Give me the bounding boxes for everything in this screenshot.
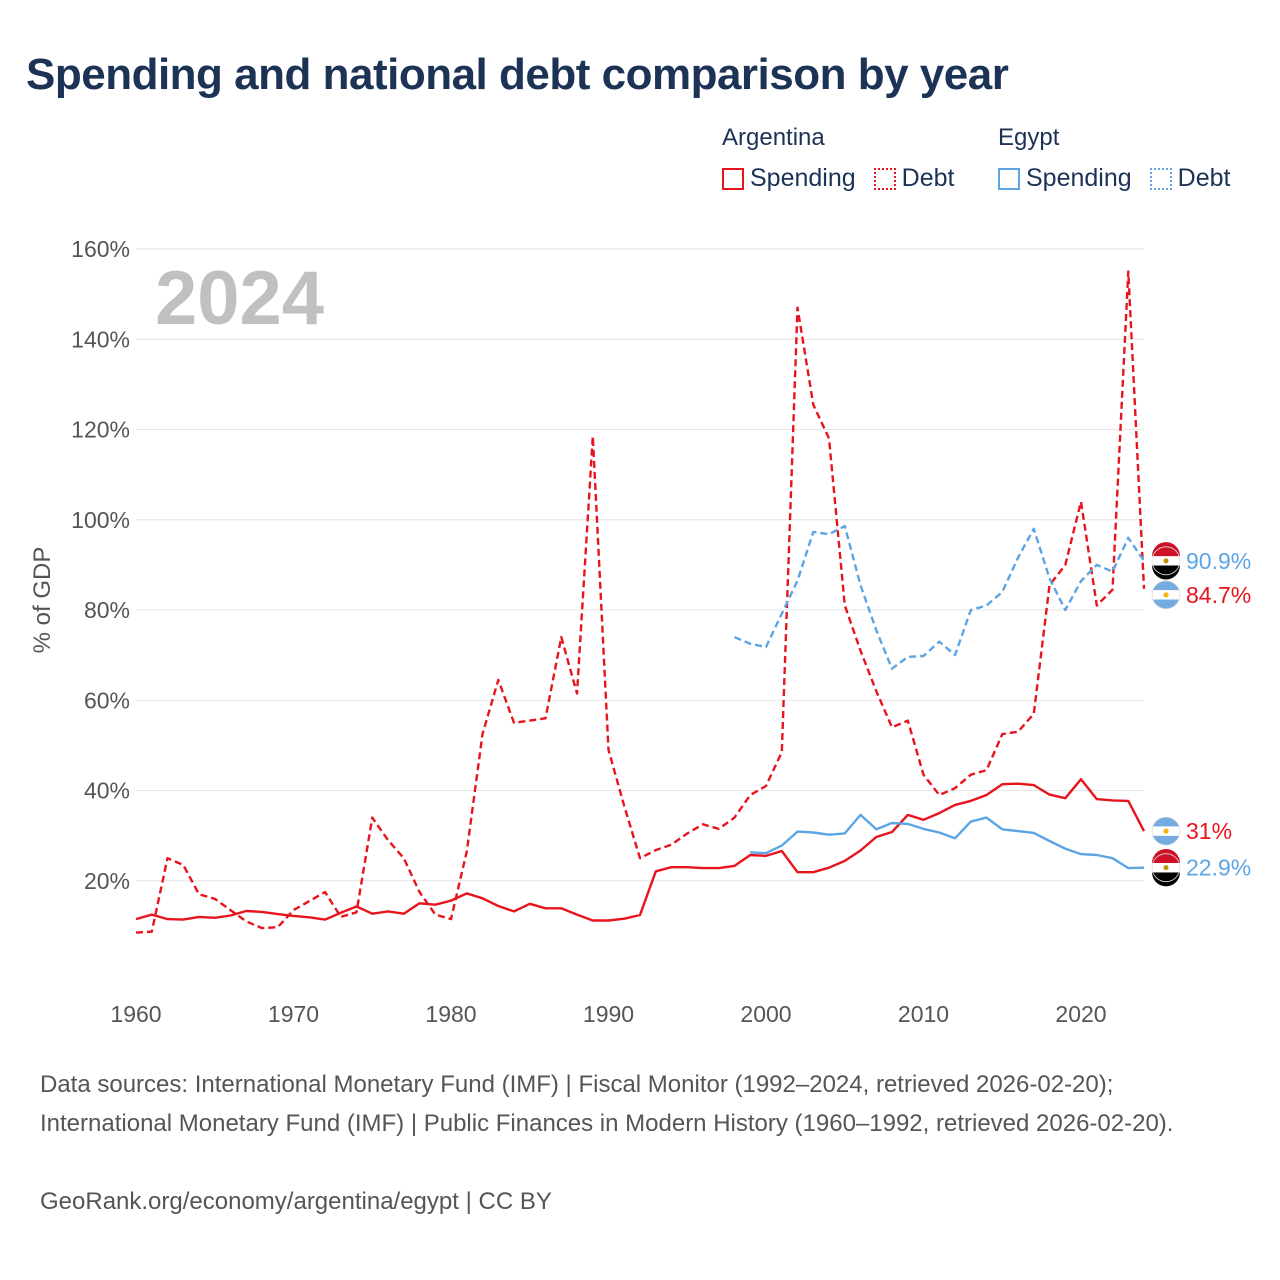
series-line-egypt-spending[interactable]	[750, 813, 1145, 870]
credit-link[interactable]: GeoRank.org/economy/argentina/egypt | CC…	[40, 1188, 552, 1215]
series-line-argentina-debt[interactable]	[135, 270, 1146, 934]
argentina-flag-icon	[1151, 816, 1181, 846]
y-axis-label: % of GDP	[29, 547, 56, 654]
argentina-flag-icon	[1151, 580, 1181, 610]
year-watermark: 2024	[155, 256, 324, 341]
legend-argentina-debt-label: Debt	[901, 164, 955, 192]
egypt-spending-swatch	[998, 167, 1020, 190]
legend-egypt: Egypt Spending Debt	[998, 124, 1230, 193]
argentina-spending-swatch	[722, 167, 744, 190]
line-chart: 20% 40% 60% 80% 100% 120% 140% 160% 1960 1970 1980…	[29, 236, 1251, 1027]
y-tick-label: 60%	[84, 687, 130, 713]
series-line-argentina-spending[interactable]	[135, 778, 1146, 922]
legend-argentina-debt[interactable]: Debt	[873, 164, 955, 193]
end-value-label: 84.7%	[1186, 582, 1251, 608]
y-tick-label: 40%	[84, 778, 130, 804]
x-tick-label: 1960	[110, 1001, 161, 1027]
x-tick-label: 1970	[268, 1001, 319, 1027]
data-sources: Data sources: International Monetary Fun…	[40, 1071, 1174, 1137]
legend-egypt-debt[interactable]: Debt	[1149, 164, 1231, 193]
legend-argentina-spending[interactable]: Spending	[722, 164, 856, 193]
end-value-label: 31%	[1186, 818, 1232, 844]
legend-egypt-spending[interactable]: Spending	[998, 164, 1132, 193]
legend-egypt-spending-label: Spending	[1026, 164, 1132, 192]
axis-layer: 20% 40% 60% 80% 100% 120% 140% 160% 1960 1970 1980…	[71, 236, 1106, 1027]
argentina-debt-swatch	[873, 167, 896, 190]
y-tick-label: 140%	[71, 326, 130, 352]
series-line-egypt-debt[interactable]	[734, 524, 1145, 670]
y-tick-label: 160%	[71, 236, 130, 262]
end-value-label: 90.9%	[1186, 548, 1251, 574]
legend-egypt-title: Egypt	[998, 124, 1060, 151]
x-tick-label: 1980	[425, 1001, 476, 1027]
egypt-flag-icon	[1151, 848, 1181, 887]
series-layer	[135, 270, 1146, 934]
chart-title: Spending and national debt comparison by…	[26, 50, 1009, 99]
x-tick-label: 1990	[583, 1001, 634, 1027]
x-tick-label: 2020	[1055, 1001, 1106, 1027]
x-tick-label: 2010	[898, 1001, 949, 1027]
grid-layer	[136, 248, 1144, 882]
end-label-layer: 90.9% 84.7% 31% 22.9%	[1151, 542, 1251, 887]
legend-egypt-debt-label: Debt	[1177, 164, 1231, 192]
egypt-flag-icon	[1151, 542, 1181, 580]
y-tick-label: 20%	[84, 868, 130, 894]
y-tick-label: 80%	[84, 597, 130, 623]
egypt-debt-swatch	[1149, 167, 1172, 190]
y-tick-label: 100%	[71, 507, 130, 533]
y-tick-label: 120%	[71, 417, 130, 443]
x-tick-label: 2000	[740, 1001, 791, 1027]
legend-argentina-spending-label: Spending	[750, 164, 856, 192]
legend-argentina-title: Argentina	[722, 124, 825, 151]
legend-argentina: Argentina Spending Debt	[722, 124, 954, 193]
end-value-label: 22.9%	[1186, 855, 1251, 881]
